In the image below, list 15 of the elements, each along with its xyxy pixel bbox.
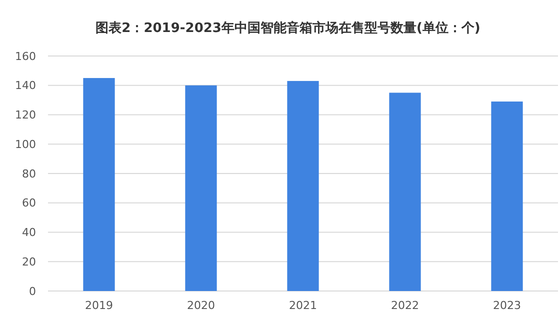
chart-title: 图表2：2019-2023年中国智能音箱市场在售型号数量(单位：个) xyxy=(96,20,480,36)
x-tick-label: 2023 xyxy=(493,299,521,312)
x-tick-label: 2020 xyxy=(187,299,215,312)
x-tick-label: 2019 xyxy=(85,299,113,312)
y-tick-label: 0 xyxy=(29,284,36,298)
y-tick-label: 120 xyxy=(15,108,36,122)
x-tick-label: 2021 xyxy=(289,299,317,312)
y-tick-label: 20 xyxy=(22,255,36,268)
y-tick-label: 100 xyxy=(15,138,36,151)
y-tick-label: 60 xyxy=(22,196,36,210)
x-tick-label: 2022 xyxy=(391,299,419,312)
y-tick-label: 140 xyxy=(15,79,36,92)
y-tick-label: 80 xyxy=(22,167,36,180)
y-tick-label: 160 xyxy=(15,50,36,63)
y-tick-label: 40 xyxy=(22,226,36,240)
